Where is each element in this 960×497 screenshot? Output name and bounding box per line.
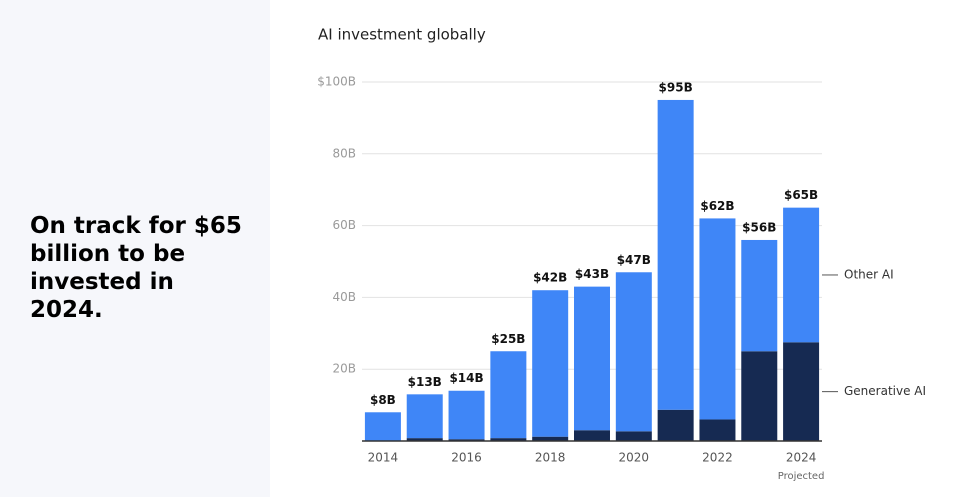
side-panel: On track for $65 billion to be invested … [0, 0, 270, 497]
bar-segment [574, 430, 610, 441]
bar-segment [532, 436, 569, 441]
bar-segment [490, 438, 527, 441]
bar-segment [699, 218, 736, 420]
bar-segment [490, 351, 527, 439]
bar-segment [657, 99, 694, 410]
y-tick-label: 60B [332, 218, 356, 232]
x-tick-label: 2016 [451, 451, 482, 465]
x-tick-label: 2018 [535, 451, 566, 465]
bar-segment [406, 438, 443, 441]
value-label: $95B [659, 80, 693, 94]
bar-segment [448, 439, 485, 441]
value-label: $47B [617, 253, 651, 267]
legend-label: Generative AI [844, 384, 926, 398]
x-tick-label: 2022 [702, 451, 733, 465]
bar-segment [615, 431, 652, 441]
value-label: $8B [370, 393, 396, 407]
y-tick-label: 20B [332, 362, 356, 376]
y-tick-label: $100B [317, 75, 356, 89]
x-tick-label: 2020 [619, 451, 650, 465]
bar-segment [783, 342, 820, 441]
value-label: $42B [533, 271, 567, 285]
value-label: $65B [784, 188, 818, 202]
bar-segment [657, 409, 694, 441]
value-label: $43B [575, 267, 609, 281]
y-tick-label: 80B [332, 146, 356, 160]
bar-segment [699, 419, 736, 441]
value-label: $62B [700, 199, 734, 213]
bar-segment [741, 239, 778, 352]
headline: On track for $65 billion to be invested … [30, 213, 242, 323]
bar-segment [448, 390, 485, 440]
x-tick-label: 2024 [786, 451, 817, 465]
value-label: $14B [449, 371, 483, 385]
legend-label: Other AI [844, 267, 894, 281]
bar-segment [574, 286, 610, 431]
bar-segment [783, 207, 820, 343]
bar-segment [741, 351, 778, 441]
annotation: Projected [778, 471, 825, 482]
x-tick-label: 2014 [368, 451, 399, 465]
y-tick-label: 40B [332, 290, 356, 304]
value-label: $25B [491, 332, 525, 346]
value-label: $13B [408, 375, 442, 389]
bar-segment [406, 394, 443, 439]
bar-segment [532, 290, 569, 437]
bar-segment [615, 272, 652, 432]
value-label: $56B [742, 220, 776, 234]
chart-title: AI investment globally [318, 26, 486, 44]
bar-segment [364, 412, 401, 441]
